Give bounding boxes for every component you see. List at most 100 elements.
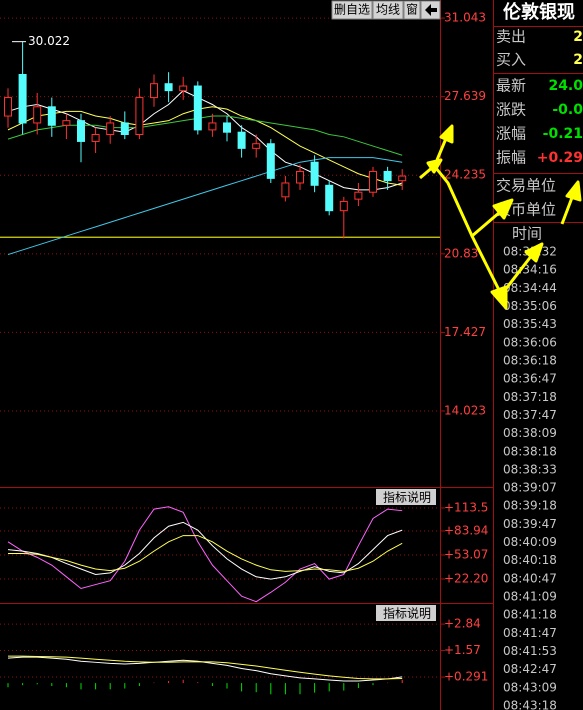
time-entry: 08:39:18: [503, 499, 557, 513]
candle-body: [208, 122, 217, 131]
toolbar-arrow-icon[interactable]: [431, 8, 437, 12]
y-tick-label: +0.291: [444, 670, 488, 684]
time-entry: 08:35:43: [503, 317, 557, 331]
y-tick-label: 27.639: [444, 89, 486, 103]
arrow-head: [439, 124, 454, 144]
candle-body: [296, 170, 304, 184]
indicator-button-bg[interactable]: [376, 605, 436, 621]
y-tick-label: +83.94: [444, 523, 488, 537]
y-tick-label: +53.07: [444, 547, 488, 561]
arrow-head: [490, 285, 508, 310]
candle-body: [47, 106, 56, 126]
indicator-line: [7, 656, 403, 682]
y-tick-label: 17.427: [444, 325, 486, 339]
time-entry: 08:35:06: [503, 299, 557, 313]
candle-body: [150, 83, 158, 99]
toolbar-button-bg[interactable]: [372, 0, 404, 20]
candle-body: [164, 83, 173, 92]
candle-body: [135, 97, 144, 136]
toolbar-button[interactable]: 窗: [406, 3, 418, 17]
y-tick-label: +1.57: [444, 643, 481, 657]
time-entry: 08:34:16: [503, 263, 557, 277]
ui-layer: 31.043 27.639 24.235 20.83 17.427 14.023 30.02…: [12, 0, 583, 710]
annotation-arrows: [419, 124, 582, 310]
candle-body: [77, 120, 85, 142]
plot-layer: [0, 41, 440, 695]
candle-body: [369, 170, 377, 193]
quote-label: 振幅: [496, 149, 526, 167]
time-entry: 08:39:07: [503, 481, 557, 495]
time-entry: 08:41:18: [503, 608, 557, 622]
toolbar-arrow-icon[interactable]: [425, 4, 431, 16]
toolbar-button[interactable]: 均线: [376, 3, 400, 17]
candle-body: [106, 122, 115, 136]
quote-label: 涨跌: [496, 101, 526, 119]
arrow-shaft: [503, 254, 534, 291]
arrow-head: [524, 242, 544, 263]
candle-body: [4, 97, 12, 117]
time-entry: 08:34:44: [503, 281, 557, 295]
y-tick-label: +22.20: [444, 571, 488, 585]
grid-layer: [0, 17, 445, 678]
y-tick-label: +2.84: [444, 617, 481, 631]
arrow-head: [426, 158, 443, 174]
time-entry: 08:43:18: [503, 699, 557, 710]
unit-label: 交易单位: [496, 177, 556, 195]
candle-body: [179, 85, 188, 92]
indicator-line: [7, 521, 403, 580]
toolbar-button-bg[interactable]: [403, 0, 421, 20]
indicator-button[interactable]: 指标说明: [383, 490, 431, 505]
indicator-button[interactable]: 指标说明: [383, 606, 431, 621]
arrow-shaft: [434, 167, 501, 238]
arrow-shaft: [470, 235, 502, 293]
arrow-head: [565, 180, 582, 202]
moving-average-line: [7, 157, 403, 256]
indicator-line: [8, 655, 403, 680]
candle-body: [33, 106, 42, 124]
time-entry: 08:41:09: [503, 590, 557, 604]
time-entry: 08:40:09: [503, 535, 557, 549]
y-tick-label: 31.043: [444, 11, 486, 25]
time-entry: 08:40:47: [503, 571, 557, 585]
time-entry: 08:36:06: [503, 335, 557, 349]
indicator-line: [8, 535, 403, 572]
time-entry: 08:37:18: [503, 390, 557, 404]
arrow-head: [492, 198, 514, 220]
time-entry: 08:40:18: [503, 553, 557, 567]
instrument-title: 伦敦银现: [503, 1, 575, 23]
moving-average-line: [7, 115, 403, 156]
quote-value: -0.0: [552, 102, 583, 118]
time-entry: 08:43:09: [503, 680, 557, 694]
candle-body: [266, 143, 275, 179]
candle-body: [237, 131, 246, 149]
y-tick-label: 24.235: [444, 168, 486, 182]
quote-label: 买入: [496, 51, 526, 69]
time-entry: 08:37:47: [503, 408, 557, 422]
y-tick-label: 14.023: [444, 403, 486, 417]
arrow-shaft: [560, 194, 575, 225]
y-tick-label: +113.5: [444, 500, 488, 514]
quote-value: -0.21: [543, 126, 583, 142]
toolbar-button[interactable]: 删自选: [334, 3, 370, 17]
candle-body: [252, 143, 261, 149]
quote-label: 最新: [496, 77, 526, 95]
time-entry: 08:38:33: [503, 462, 557, 476]
candle-body: [339, 200, 348, 212]
price-annotation: 30.022: [28, 34, 70, 48]
candle-body: [354, 191, 363, 200]
candle-body: [310, 161, 319, 186]
candle-body: [120, 122, 129, 136]
quote-label: 卖出: [496, 28, 526, 46]
candle-body: [325, 184, 334, 212]
indicator-button-bg[interactable]: [376, 489, 436, 505]
quote-value: 2: [573, 52, 583, 68]
toolbar-button-bg[interactable]: [331, 0, 373, 20]
time-entry: 08:36:18: [503, 353, 557, 367]
candle-body: [383, 170, 392, 182]
candle-body: [193, 85, 202, 131]
quote-value: 2: [573, 29, 583, 45]
candle-body: [62, 120, 71, 126]
